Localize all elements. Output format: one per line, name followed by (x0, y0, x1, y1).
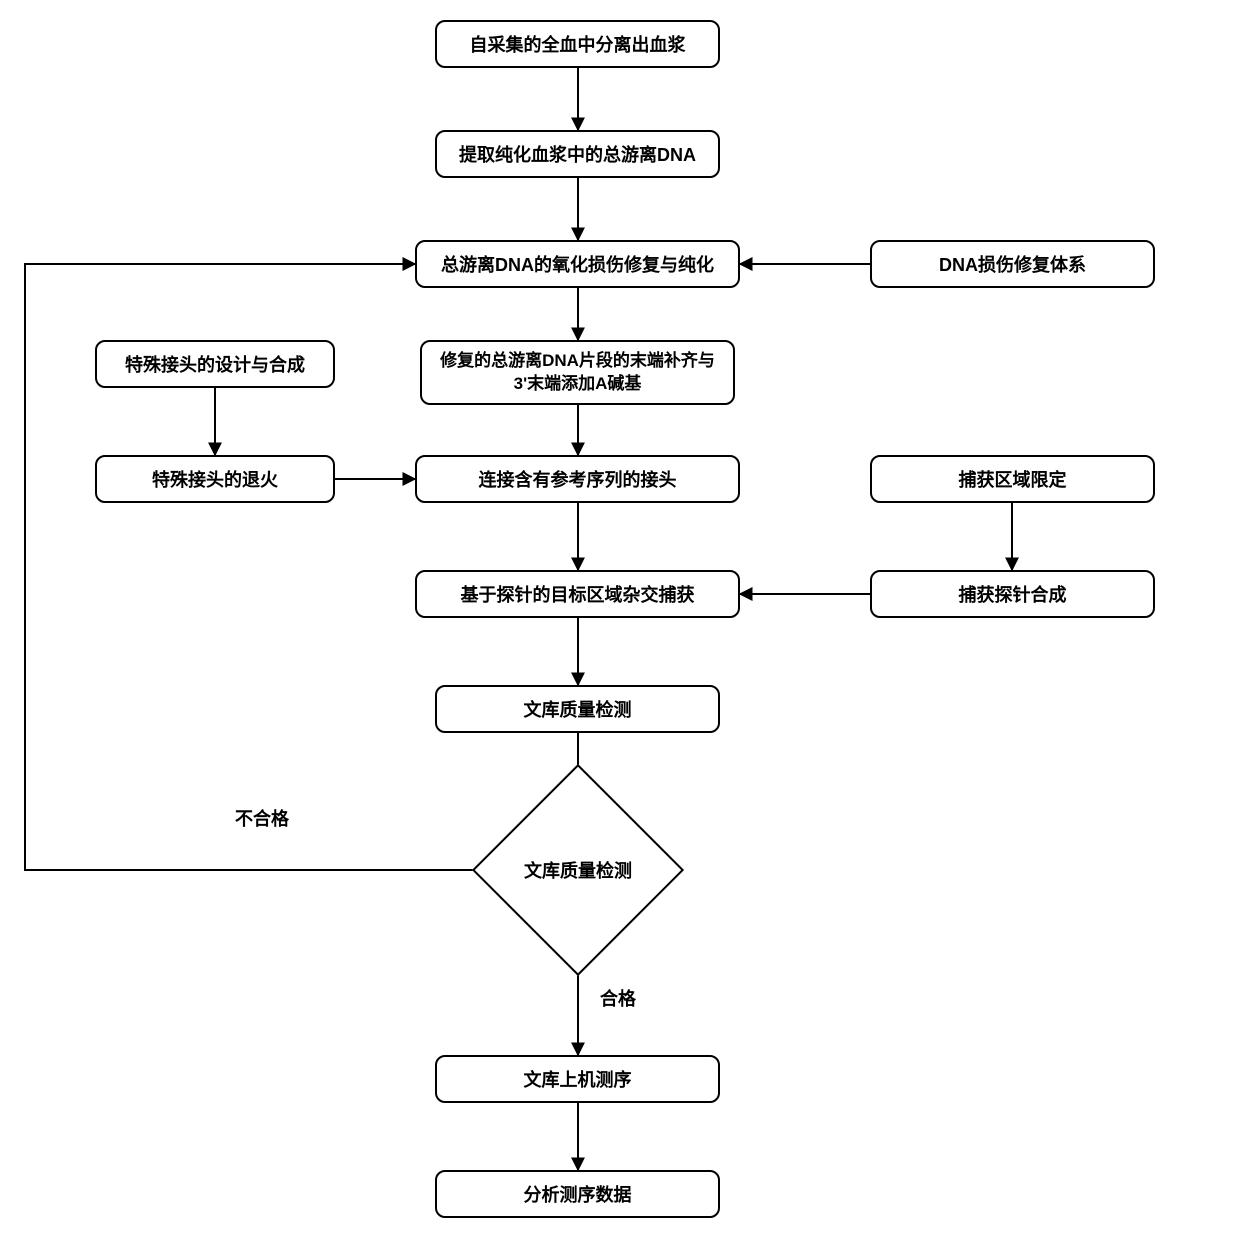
decision-library-qc (472, 764, 684, 976)
node-adapter-design: 特殊接头的设计与合成 (95, 340, 335, 388)
node-analyze-data: 分析测序数据 (435, 1170, 720, 1218)
node-separate-plasma: 自采集的全血中分离出血浆 (435, 20, 720, 68)
node-extract-cfdna: 提取纯化血浆中的总游离DNA (435, 130, 720, 178)
node-hybrid-capture: 基于探针的目标区域杂交捕获 (415, 570, 740, 618)
label-fail: 不合格 (235, 805, 289, 831)
node-library-qc-1: 文库质量检测 (435, 685, 720, 733)
label-pass: 合格 (600, 985, 636, 1011)
node-repair-system: DNA损伤修复体系 (870, 240, 1155, 288)
node-sequencing: 文库上机测序 (435, 1055, 720, 1103)
node-capture-region: 捕获区域限定 (870, 455, 1155, 503)
node-probe-synthesis: 捕获探针合成 (870, 570, 1155, 618)
node-end-repair-atail: 修复的总游离DNA片段的末端补齐与3'末端添加A碱基 (420, 340, 735, 405)
node-oxidative-repair: 总游离DNA的氧化损伤修复与纯化 (415, 240, 740, 288)
node-adapter-anneal: 特殊接头的退火 (95, 455, 335, 503)
node-ligate-adapter: 连接含有参考序列的接头 (415, 455, 740, 503)
